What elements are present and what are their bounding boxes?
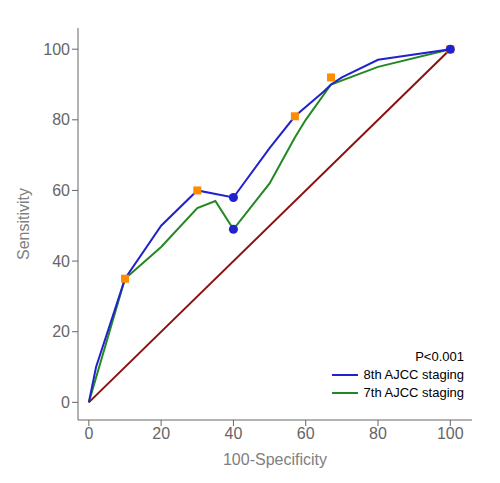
html-text:7th AJCC staging: 7th AJCC staging (363, 385, 464, 400)
svg-text:0: 0 (84, 425, 93, 442)
svg-text:60: 60 (297, 425, 315, 442)
svg-text:40: 40 (225, 425, 243, 442)
svg-text:100: 100 (43, 41, 70, 58)
svg-text:Sensitivity: Sensitivity (15, 188, 32, 260)
svg-text:20: 20 (152, 425, 170, 442)
svg-text:60: 60 (52, 182, 70, 199)
svg-text:0: 0 (61, 394, 70, 411)
html-text:P<0.001: P<0.001 (415, 349, 464, 364)
svg-text:80: 80 (52, 111, 70, 128)
html-text:8th AJCC staging: 8th AJCC staging (363, 367, 464, 382)
svg-text:40: 40 (52, 253, 70, 270)
svg-text:20: 20 (52, 323, 70, 340)
svg-text:80: 80 (369, 425, 387, 442)
svg-text:100-Specificity: 100-Specificity (223, 451, 327, 468)
svg-text:100: 100 (437, 425, 464, 442)
